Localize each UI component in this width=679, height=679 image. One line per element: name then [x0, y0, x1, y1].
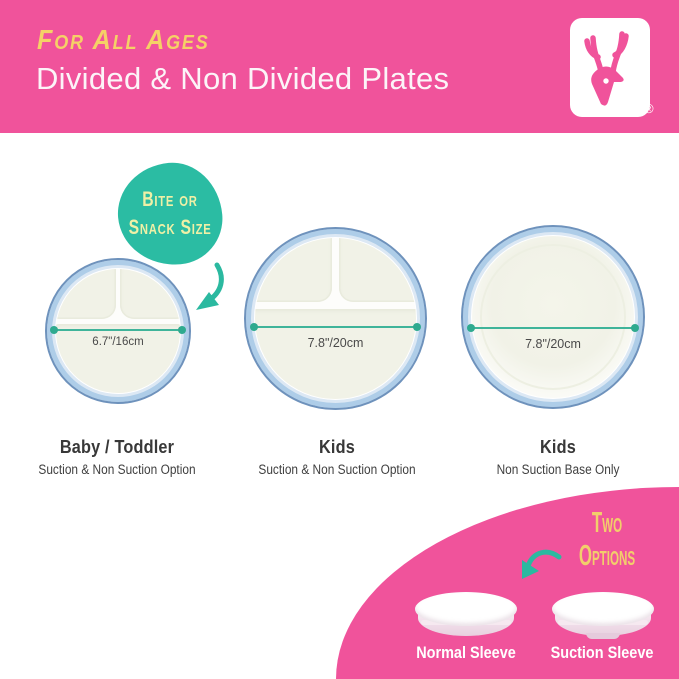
- plate-compartment: [56, 269, 116, 319]
- plate-kids-divided: 7.8"/20cm: [244, 227, 427, 410]
- bite-snack-badge-text: Bite or Snack Size: [128, 163, 212, 265]
- plate-compartment: [255, 308, 416, 399]
- plate-compartment: [255, 238, 333, 303]
- deer-antler-icon: [584, 31, 629, 106]
- diameter-label: 7.8"/20cm: [525, 336, 581, 351]
- header-banner: For All Ages Divided & Non Divided Plate…: [0, 0, 679, 133]
- normal-sleeve-graphic: [415, 592, 517, 640]
- diameter-measure-line: [250, 323, 421, 332]
- options-title: Two Options: [564, 507, 651, 574]
- diameter-measure-line: [467, 323, 639, 332]
- plate-name: Kids: [319, 436, 355, 457]
- plate-base-ring: [480, 244, 626, 390]
- brand-logo: [570, 18, 650, 117]
- page-title: Divided & Non Divided Plates: [36, 61, 450, 96]
- plate-kids-non-divided: 7.8"/20cm: [461, 225, 645, 409]
- sleeve-options-panel: Two Options Normal Sleeve Suction Sleeve: [336, 487, 679, 679]
- plate-surface: [255, 238, 416, 399]
- sleeve-rim: [552, 592, 654, 626]
- plate-baby-toddler: 6.7"/16cm: [45, 258, 191, 404]
- plate-name: Baby / Toddler: [59, 436, 175, 457]
- plate-compartment: [120, 269, 180, 319]
- plate-option: Suction & Non Suction Option: [38, 462, 196, 477]
- bite-snack-badge: Bite or Snack Size: [113, 158, 227, 270]
- plate-option: Non Suction Base Only: [496, 462, 620, 477]
- suction-base-nub: [586, 633, 620, 639]
- sleeve-rim: [415, 592, 517, 626]
- curved-arrow-icon: [196, 262, 224, 310]
- options-title-line-1: Two: [591, 507, 623, 539]
- suction-sleeve-label: Suction Sleeve: [550, 643, 654, 662]
- plate-surface: [56, 269, 180, 393]
- badge-line-1: Bite or: [142, 187, 198, 211]
- plate-caption: Kids Suction & Non Suction Option: [236, 436, 438, 477]
- plate-compartment: [338, 238, 416, 303]
- normal-sleeve-label: Normal Sleeve: [416, 643, 516, 662]
- diameter-label: 7.8"/20cm: [307, 336, 364, 351]
- plate-name: Kids: [540, 436, 576, 457]
- diameter-label: 6.7"/16cm: [92, 335, 144, 348]
- plate-surface: [472, 236, 634, 398]
- badge-line-2: Snack Size: [128, 216, 212, 239]
- plate-compartment: [56, 323, 180, 393]
- plate-option: Suction & Non Suction Option: [258, 462, 416, 477]
- plate-caption: Baby / Toddler Suction & Non Suction Opt…: [16, 436, 218, 477]
- suction-sleeve-graphic: [552, 592, 654, 640]
- header-tagline: For All Ages: [37, 24, 210, 55]
- diameter-measure-line: [50, 325, 186, 334]
- options-title-line-2: Options: [578, 540, 636, 573]
- plate-caption: Kids Non Suction Base Only: [457, 436, 659, 477]
- registered-trademark: ®: [644, 101, 654, 116]
- curved-arrow-icon: [522, 549, 562, 579]
